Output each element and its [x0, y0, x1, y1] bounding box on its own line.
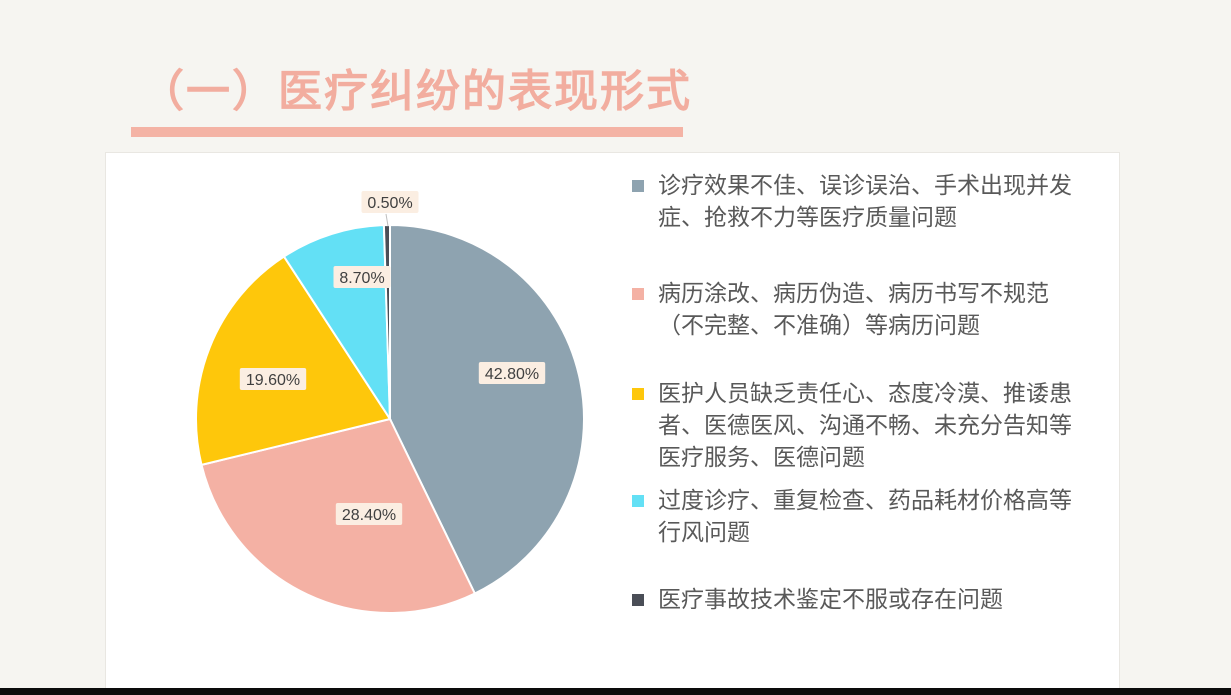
- data-label-text: 28.40%: [342, 507, 396, 524]
- legend-swatch: [632, 594, 644, 606]
- legend-label: 病历涂改、病历伪造、病历书写不规范 （不完整、不准确）等病历问题: [658, 278, 1122, 342]
- legend-label-line: （不完整、不准确）等病历问题: [658, 313, 980, 339]
- legend-item-4: 过度诊疗、重复检查、药品耗材价格高等 行风问题: [632, 485, 1122, 549]
- legend-label-line: 医护人员缺乏责任心、态度冷漠、推诿患: [658, 381, 1072, 407]
- legend-item-2: 病历涂改、病历伪造、病历书写不规范 （不完整、不准确）等病历问题: [632, 278, 1122, 342]
- slide-title: （一）医疗纠纷的表现形式: [140, 66, 692, 117]
- legend-label-line: 诊疗效果不佳、误诊误治、手术出现并发: [658, 173, 1072, 199]
- legend-label-line: 过度诊疗、重复检查、药品耗材价格高等: [658, 488, 1072, 514]
- legend-label: 医护人员缺乏责任心、态度冷漠、推诿患 者、医德医风、沟通不畅、未充分告知等 医疗服务…: [658, 378, 1122, 474]
- data-label-text: 0.50%: [367, 195, 412, 212]
- bottom-bar: [0, 688, 1231, 695]
- legend-swatch: [632, 180, 644, 192]
- legend-item-1: 诊疗效果不佳、误诊误治、手术出现并发 症、抢救不力等医疗质量问题: [632, 170, 1122, 234]
- data-label-2: 28.40%: [335, 503, 403, 525]
- legend-label: 过度诊疗、重复检查、药品耗材价格高等 行风问题: [658, 485, 1122, 549]
- legend-label-line: 症、抢救不力等医疗质量问题: [658, 205, 957, 231]
- legend-label: 医疗事故技术鉴定不服或存在问题: [658, 584, 1122, 616]
- title-underline: [131, 127, 683, 137]
- legend-item-5: 医疗事故技术鉴定不服或存在问题: [632, 584, 1122, 616]
- legend-swatch: [632, 288, 644, 300]
- data-label-text: 8.70%: [339, 270, 384, 287]
- data-label-text: 19.60%: [246, 372, 300, 389]
- data-label-5: 0.50%: [361, 191, 419, 213]
- data-label-text: 42.80%: [485, 366, 539, 383]
- data-label-4: 8.70%: [333, 266, 391, 288]
- legend-swatch: [632, 388, 644, 400]
- data-label-1: 42.80%: [478, 362, 546, 384]
- pie-slice-3: [195, 255, 392, 467]
- legend-label-line: 病历涂改、病历伪造、病历书写不规范: [658, 281, 1049, 307]
- legend-label-line: 行风问题: [658, 520, 750, 546]
- leader-line: [385, 213, 389, 227]
- pie-slice-1: [389, 223, 585, 595]
- legend-item-3: 医护人员缺乏责任心、态度冷漠、推诿患 者、医德医风、沟通不畅、未充分告知等 医疗服务…: [632, 378, 1122, 474]
- data-label-3: 19.60%: [239, 368, 307, 390]
- legend-label-line: 医疗服务、医德问题: [658, 445, 865, 471]
- legend-label-line: 者、医德医风、沟通不畅、未充分告知等: [658, 413, 1072, 439]
- legend-label-line: 医疗事故技术鉴定不服或存在问题: [658, 587, 1003, 613]
- legend-swatch: [632, 495, 644, 507]
- legend-label: 诊疗效果不佳、误诊误治、手术出现并发 症、抢救不力等医疗质量问题: [658, 170, 1122, 234]
